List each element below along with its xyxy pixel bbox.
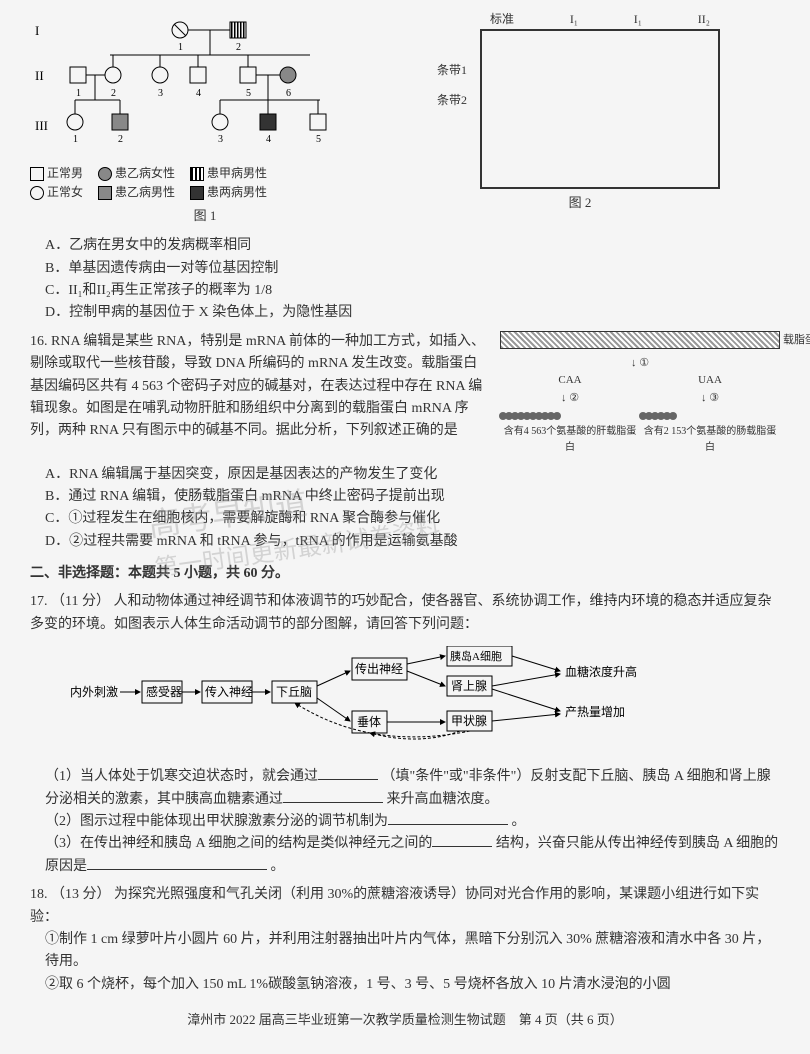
q18-step1: ①制作 1 cm 绿萝叶片小圆片 60 片，并利用注射器抽出叶片内气体，黑暗下分… xyxy=(30,929,780,974)
svg-text:1: 1 xyxy=(76,88,81,99)
gel-top-labels: 标准 I₁ I₁ II₂ xyxy=(440,10,720,29)
q15-opt-a: A．乙病在男女中的发病概率相同 xyxy=(30,235,780,257)
gel-frame: 条带1 条带2 xyxy=(480,29,720,189)
svg-text:3: 3 xyxy=(158,88,163,99)
q16-options: A．RNA 编辑属于基因突变，原因是基因表达的产物发生了变化 B．通过 RNA … xyxy=(30,464,780,554)
q17-sub2: （2）图示过程中能体现出甲状腺激素分泌的调节机制为 。 xyxy=(30,811,780,833)
section2-header: 二、非选择题：本题共 5 小题，共 60 分。 xyxy=(30,563,780,585)
svg-text:5: 5 xyxy=(246,88,251,99)
pedigree-legend: 正常男 患乙病女性 患甲病男性 正常女 患乙病男性 患两病男性 xyxy=(30,164,380,202)
svg-text:2: 2 xyxy=(111,88,116,99)
q17-flow-diagram: 内外刺激 感受器 传入神经 下丘脑 传出神经 垂体 胰岛A细胞 肾上腺 甲状腺 … xyxy=(70,646,780,756)
q18-stem: 为探究光照强度和气孔关闭（利用 30%的蔗糖溶液诱导）协同对光合作用的影响，某课… xyxy=(30,887,759,924)
svg-text:胰岛A细胞: 胰岛A细胞 xyxy=(450,649,502,663)
svg-text:II: II xyxy=(35,68,44,83)
pedigree-figure: I 1 2 II 1 2 3 4 5 6 III 1 xyxy=(30,10,380,227)
q18-num: 18. xyxy=(30,887,48,902)
q17-num: 17. xyxy=(30,594,48,609)
fig2-caption: 图 2 xyxy=(440,193,720,214)
q16-opt-a: A．RNA 编辑属于基因突变，原因是基因表达的产物发生了变化 xyxy=(30,464,780,486)
q17-score: （11 分） xyxy=(51,594,110,609)
flow-n1: 内外刺激 xyxy=(70,685,118,699)
svg-text:6: 6 xyxy=(286,88,291,99)
fig1-caption: 图 1 xyxy=(30,206,380,227)
svg-text:下丘脑: 下丘脑 xyxy=(276,685,312,699)
q16-num: 16. xyxy=(30,334,48,349)
svg-text:4: 4 xyxy=(196,88,201,99)
svg-text:III: III xyxy=(35,118,48,133)
leg2: 患乙病女性 xyxy=(115,164,175,183)
q16-figure: 载脂蛋白基因 ↓ ① CAA ↓ ② 含有4 563个氨基酸的肝载脂蛋白 UAA… xyxy=(500,331,780,456)
q15-opt-c: C．II₁和II₂再生正常孩子的概率为 1/8 xyxy=(30,280,780,302)
svg-text:传入神经: 传入神经 xyxy=(205,684,253,699)
q18: 18. （13 分） 为探究光照强度和气孔关闭（利用 30%的蔗糖溶液诱导）协同… xyxy=(30,884,780,929)
blank xyxy=(87,856,267,870)
leg4: 正常女 xyxy=(47,183,83,202)
svg-text:血糖浓度升高: 血糖浓度升高 xyxy=(565,664,637,679)
q15-opt-b: B．单基因遗传病由一对等位基因控制 xyxy=(30,258,780,280)
q17: 17. （11 分） 人和动物体通过神经调节和体液调节的巧妙配合，使各器官、系统… xyxy=(30,591,780,636)
top-figures: I 1 2 II 1 2 3 4 5 6 III 1 xyxy=(30,10,780,227)
q16-opt-b: B．通过 RNA 编辑，使肠载脂蛋白 mRNA 中终止密码子提前出现 xyxy=(30,486,780,508)
q16-stem: RNA 编辑是某些 RNA，特别是 mRNA 前体的一种加工方式，如插入、剔除或… xyxy=(30,334,485,439)
q17-sub1: （1）当人体处于饥寒交迫状态时，就会通过 （填"条件"或"非条件"）反射支配下丘… xyxy=(30,766,780,811)
svg-text:2: 2 xyxy=(236,42,241,53)
leg5: 患乙病男性 xyxy=(115,183,175,202)
svg-text:甲状腺: 甲状腺 xyxy=(451,714,487,728)
svg-text:感受器: 感受器 xyxy=(146,684,182,699)
gel-figure: 标准 I₁ I₁ II₂ 条带1 条带2 图 2 xyxy=(440,10,720,227)
svg-text:1: 1 xyxy=(73,134,78,145)
q16-opt-c: C．①过程发生在细胞核内，需要解旋酶和 RNA 聚合酶参与催化 xyxy=(30,508,780,530)
svg-text:产热量增加: 产热量增加 xyxy=(565,705,625,719)
blank xyxy=(388,811,508,825)
svg-text:垂体: 垂体 xyxy=(357,715,381,729)
q16-opt-d: D．②过程共需要 mRNA 和 tRNA 参与，tRNA 的作用是运输氨基酸 xyxy=(30,531,780,553)
q15-opt-d: D．控制甲病的基因位于 X 染色体上，为隐性基因 xyxy=(30,302,780,324)
q17-stem: 人和动物体通过神经调节和体液调节的巧妙配合，使各器官、系统协调工作，维持内环境的… xyxy=(30,594,771,631)
leg1: 正常男 xyxy=(47,164,83,183)
q16: 16. RNA 编辑是某些 RNA，特别是 mRNA 前体的一种加工方式，如插入… xyxy=(30,331,780,456)
svg-text:肾上腺: 肾上腺 xyxy=(451,679,487,693)
q15-options: A．乙病在男女中的发病概率相同 B．单基因遗传病由一对等位基因控制 C．II₁和… xyxy=(30,235,780,325)
q18-score: （13 分） xyxy=(51,887,111,902)
pedigree-svg: I 1 2 II 1 2 3 4 5 6 III 1 xyxy=(30,10,380,160)
blank xyxy=(283,789,383,803)
svg-text:传出神经: 传出神经 xyxy=(355,661,403,676)
svg-text:1: 1 xyxy=(178,42,183,53)
svg-text:5: 5 xyxy=(316,134,321,145)
blank xyxy=(432,833,492,847)
q17-sub3: （3）在传出神经和胰岛 A 细胞之间的结构是类似神经元之间的 结构，兴奋只能从传… xyxy=(30,833,780,878)
svg-text:I: I xyxy=(35,23,39,38)
svg-text:2: 2 xyxy=(118,134,123,145)
gene-bar: 载脂蛋白基因 xyxy=(500,331,780,349)
svg-text:4: 4 xyxy=(266,134,271,145)
page-footer: 漳州市 2022 届高三毕业班第一次教学质量检测生物试题 第 4 页（共 6 页… xyxy=(30,1010,780,1031)
leg6: 患两病男性 xyxy=(207,183,267,202)
leg3: 患甲病男性 xyxy=(207,164,267,183)
q18-step2: ②取 6 个烧杯，每个加入 150 mL 1%碳酸氢钠溶液，1 号、3 号、5 … xyxy=(30,974,780,996)
blank xyxy=(318,766,378,780)
svg-text:3: 3 xyxy=(218,134,223,145)
